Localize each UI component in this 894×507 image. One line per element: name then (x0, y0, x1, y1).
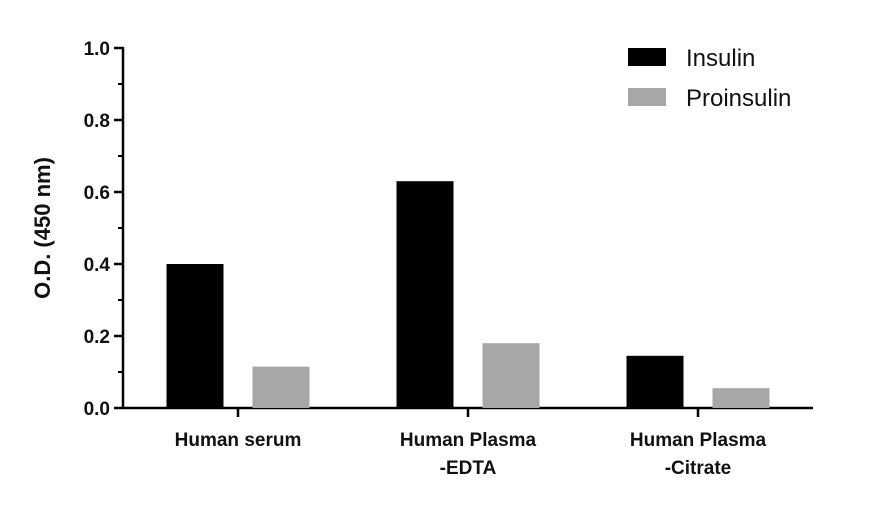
x-tick-label: -Citrate (665, 458, 732, 479)
x-tick-label: -EDTA (440, 458, 497, 479)
y-tick-label: 0.0 (84, 399, 110, 420)
y-tick-label: 0.4 (84, 255, 111, 276)
plot-area: 0.0 0.2 0.4 0.6 0.8 1.0 Human serum Human Plasm… (84, 39, 813, 479)
legend-label-proinsulin: Proinsulin (686, 85, 791, 112)
y-axis-title: O.D. (450 nm) (30, 157, 55, 299)
x-tick-label: Human Plasma (400, 430, 537, 451)
bar-proinsulin (712, 388, 770, 408)
legend-swatch-insulin (628, 48, 666, 66)
bar-insulin (166, 264, 224, 408)
bar-insulin (626, 355, 684, 408)
y-tick-label: 0.2 (84, 327, 110, 348)
bar-insulin (396, 181, 454, 408)
y-tick-label: 1.0 (84, 39, 110, 60)
y-tick-label: 0.6 (84, 183, 110, 204)
legend-swatch-proinsulin (628, 88, 666, 106)
bar-proinsulin (482, 343, 540, 408)
x-tick-label: Human serum (175, 430, 302, 451)
x-tick-label: Human Plasma (630, 430, 767, 451)
legend-label-insulin: Insulin (686, 45, 755, 72)
bar-proinsulin (252, 366, 310, 408)
y-tick-label: 0.8 (84, 111, 110, 132)
